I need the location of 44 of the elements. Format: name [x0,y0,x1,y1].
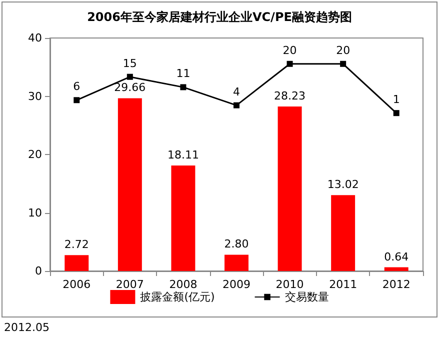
bar [224,254,248,271]
data-label: 13.02 [327,178,359,192]
bar [278,106,302,271]
point [126,74,133,80]
bar [64,255,89,271]
data-label: 6 [73,80,80,94]
point [393,110,400,116]
y-tick-label: 30 [28,90,42,103]
x-tick-label: 2008 [169,278,198,291]
y-tick-label: 0 [35,264,42,278]
text: 2012.05 [4,321,50,334]
y-tick-label: 40 [28,32,42,44]
bar [384,267,408,271]
data-label: 4 [233,85,240,98]
data-label: 1 [392,93,400,106]
data-label: 20 [282,44,297,57]
x-tick-label: 2011 [329,278,358,291]
x-tick-label: 2012 [382,278,410,291]
point [286,60,293,67]
data-label: 20 [336,44,350,57]
data-label: 2.80 [224,238,249,251]
x-tick-label: 2009 [222,278,250,291]
data-label: 29.66 [114,81,146,94]
x-tick-label: 2010 [276,278,304,291]
data-label: 0.64 [384,250,409,264]
point [180,84,186,90]
chart-title: 2006年至今家居建材行业企业VC/PE融资趋势图 [87,10,352,24]
point [340,60,346,67]
data-label: 15 [122,56,137,70]
data-label: 11 [176,67,190,80]
x-tick-label: 2006 [62,278,91,291]
data-label: 2.72 [64,238,89,252]
bar [171,166,196,271]
data-label: 28.23 [274,90,306,103]
x-tick-label: 2007 [116,278,144,291]
bar [118,98,142,271]
legend-label: 交易数量 [284,290,329,304]
data-label: 18.11 [167,148,199,162]
point [74,97,80,104]
legend-label: 披露金额(亿元) [140,290,215,304]
y-tick-label: 10 [28,206,42,220]
y-tick-label: 20 [28,148,42,161]
bar [331,195,356,271]
point [234,102,240,108]
